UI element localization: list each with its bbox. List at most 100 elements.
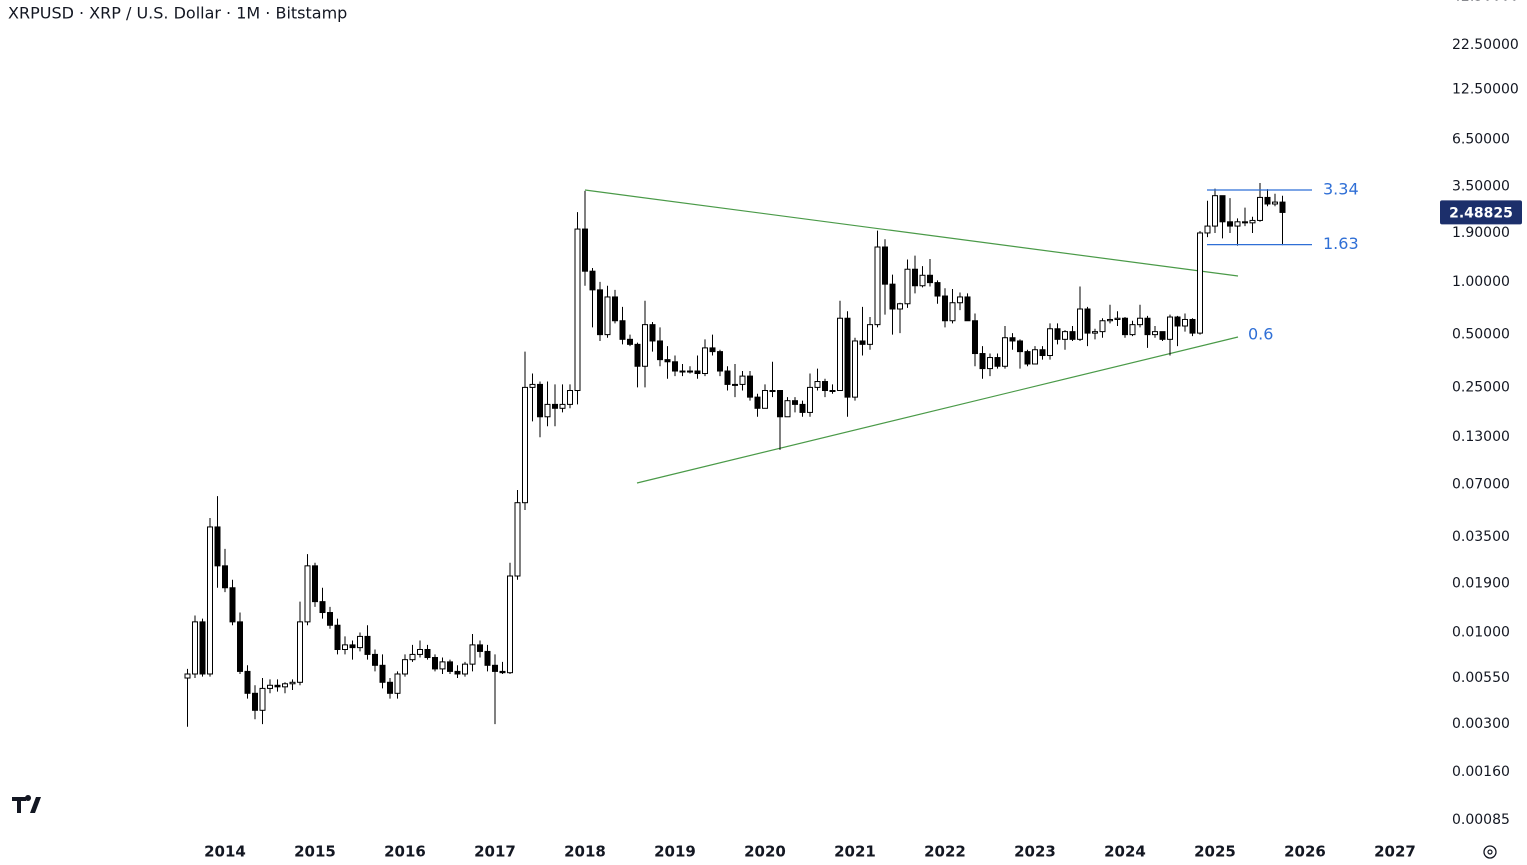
candle-body xyxy=(814,381,821,388)
candle-body xyxy=(874,246,881,326)
candle-body xyxy=(904,268,911,305)
candle-body xyxy=(792,400,798,405)
candle-body xyxy=(1242,221,1248,224)
level-label: 3.34 xyxy=(1323,180,1359,199)
price-tag xyxy=(1440,200,1522,225)
candle-body xyxy=(1062,331,1068,340)
candle-body xyxy=(1159,331,1166,340)
candle-body xyxy=(942,295,948,322)
candle-body xyxy=(1039,349,1046,357)
candle-body xyxy=(694,370,701,375)
candle-body xyxy=(702,347,708,375)
candle-body xyxy=(604,296,611,336)
candle-body xyxy=(507,575,513,674)
candle-body xyxy=(1092,331,1098,334)
candle-body xyxy=(372,653,378,666)
candle-body xyxy=(649,324,656,342)
candle-body xyxy=(282,683,288,688)
level-label: 1.63 xyxy=(1323,234,1359,253)
y-tick-label: 3.50000 xyxy=(1452,178,1510,194)
x-tick-label: 2023 xyxy=(1014,843,1056,861)
candle-body xyxy=(484,650,491,666)
candle-body xyxy=(844,317,851,398)
candle-body xyxy=(544,403,551,418)
y-tick-label: 0.01000 xyxy=(1452,625,1510,641)
candle-body xyxy=(634,343,641,367)
candle-body xyxy=(949,302,956,322)
candle-body xyxy=(1272,201,1278,205)
y-tick-label: 1.90000 xyxy=(1452,225,1510,241)
candle-body xyxy=(1152,331,1158,336)
candle-body xyxy=(687,370,693,373)
candle-body xyxy=(417,648,423,655)
candle-body xyxy=(492,664,498,672)
x-tick-label: 2015 xyxy=(294,843,336,861)
y-tick-label: 0.00160 xyxy=(1452,764,1510,780)
y-tick-label: 0.01900 xyxy=(1452,576,1510,592)
candle-body xyxy=(934,282,941,297)
candle-body xyxy=(252,692,258,711)
candle-body xyxy=(1219,195,1226,223)
candle-body xyxy=(1257,196,1263,221)
candle-body xyxy=(379,664,386,683)
tradingview-logo xyxy=(12,794,41,813)
candle-body xyxy=(1024,351,1031,365)
settings-ring[interactable] xyxy=(1483,845,1497,859)
candle-body xyxy=(192,621,198,675)
candle-body xyxy=(184,673,191,679)
candle-body xyxy=(799,403,806,413)
candle-body xyxy=(642,324,648,367)
candle-body xyxy=(229,587,236,623)
candle-body xyxy=(469,644,476,665)
candle-body xyxy=(1167,316,1173,340)
candle-body xyxy=(717,351,723,372)
candle-body xyxy=(1009,337,1016,342)
x-tick-label: 2022 xyxy=(924,843,966,861)
candle-body xyxy=(1017,340,1023,353)
candle-body xyxy=(439,661,446,670)
candle-body xyxy=(979,353,986,370)
candle-body xyxy=(1099,320,1106,333)
candle-body xyxy=(462,663,468,675)
candle-body xyxy=(237,621,243,672)
x-tick-label: 2025 xyxy=(1194,843,1236,861)
settings-icon[interactable] xyxy=(1483,845,1497,859)
candle-body xyxy=(559,403,566,409)
candle-body xyxy=(537,383,543,418)
candle-body xyxy=(327,612,333,626)
candle-body xyxy=(1137,317,1143,326)
candle-body xyxy=(679,370,686,373)
candle-body xyxy=(1249,219,1256,224)
candle-body xyxy=(424,648,431,659)
candle-body xyxy=(664,359,671,363)
candle-body xyxy=(852,340,858,398)
candle-body xyxy=(574,228,581,392)
y-tick-label: 42.50000 xyxy=(1452,0,1519,4)
candle-body xyxy=(1227,221,1233,227)
candle-body xyxy=(747,375,753,398)
candle-body xyxy=(1264,196,1271,205)
candle-body xyxy=(529,383,536,388)
x-tick-label: 2014 xyxy=(204,843,246,861)
x-tick-label: 2026 xyxy=(1284,843,1326,861)
candle-body xyxy=(964,296,971,322)
candle-body xyxy=(837,317,843,392)
settings-core[interactable] xyxy=(1487,849,1493,855)
candle-body xyxy=(1144,317,1151,336)
candle-body xyxy=(499,670,506,674)
candle-body xyxy=(919,274,926,287)
candle-body xyxy=(769,390,776,393)
candle-body xyxy=(1114,317,1121,320)
candle-body xyxy=(1107,318,1113,322)
candle-body xyxy=(447,661,453,672)
logo-shape xyxy=(12,794,41,813)
x-tick-label: 2017 xyxy=(474,843,516,861)
candle-body xyxy=(364,635,371,655)
candle-body xyxy=(1204,225,1211,234)
x-tick-label: 2019 xyxy=(654,843,696,861)
candle-body xyxy=(777,390,783,418)
trendline-label: 0.6 xyxy=(1248,325,1273,344)
